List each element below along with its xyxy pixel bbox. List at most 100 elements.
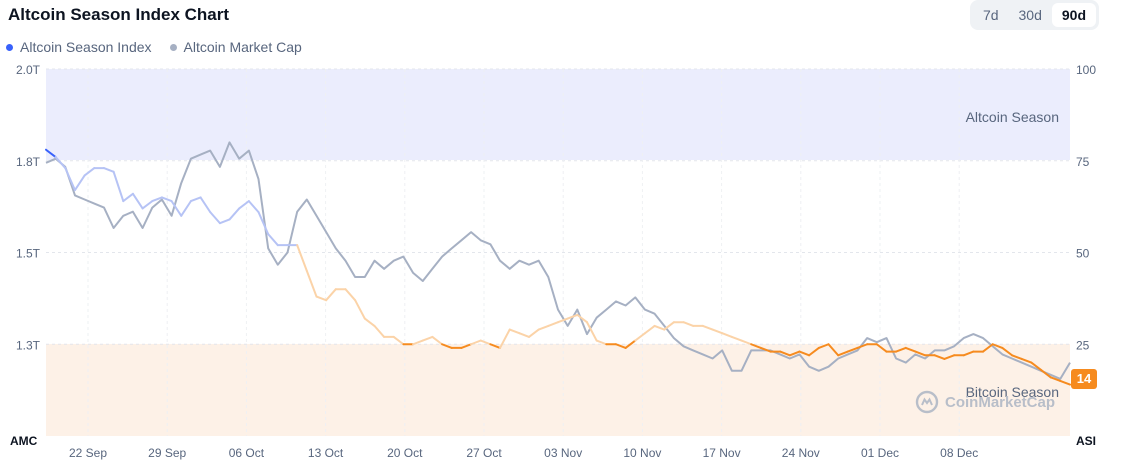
series-segment-index — [373, 324, 386, 338]
series-segment-index — [392, 335, 405, 346]
series-segment-index — [904, 346, 917, 353]
series-segment-index — [508, 328, 521, 335]
legend-dot-market-cap-icon — [169, 43, 177, 51]
series-segment-index — [247, 200, 260, 214]
x-tick-label: 29 Sep — [148, 446, 186, 460]
series-segment-index — [441, 343, 453, 349]
left-tick-label: 1.3T — [16, 338, 41, 352]
legend-label-index: Altcoin Season Index — [20, 39, 152, 55]
series-segment-index — [624, 339, 637, 349]
series-segment-index — [595, 339, 608, 346]
range-7d-button[interactable]: 7d — [982, 7, 999, 23]
series-segment-index — [817, 343, 830, 349]
chart-title: Altcoin Season Index Chart — [8, 5, 230, 24]
series-segment-index — [421, 335, 434, 342]
series-segment-index — [325, 288, 337, 302]
altcoin-season-zone — [46, 69, 1070, 160]
series-segment-index — [895, 346, 907, 353]
legend-item-index[interactable]: Altcoin Season Index — [6, 39, 152, 55]
series-segment-index — [460, 343, 473, 349]
left-tick-label: 1.5T — [16, 247, 41, 261]
series-segment-index — [682, 321, 695, 327]
series-segment-index — [363, 317, 376, 327]
series-segment-index — [122, 192, 134, 203]
altcoin-season-label: Altcoin Season — [966, 109, 1059, 125]
x-tick-label: 08 Dec — [940, 446, 978, 460]
right-tick-label: 100 — [1076, 63, 1096, 77]
series-segment-index — [1001, 346, 1014, 357]
series-segment-index — [779, 350, 791, 357]
series-segment-index — [701, 324, 714, 331]
coinmarketcap-logo-icon — [915, 390, 939, 414]
series-segment-index — [576, 313, 588, 324]
series-segment-index — [1059, 379, 1071, 386]
x-tick-label: 22 Sep — [69, 446, 107, 460]
x-tick-label: 06 Oct — [229, 446, 265, 460]
series-segment-index — [218, 218, 231, 225]
series-segment-index — [759, 346, 772, 353]
series-segment-index — [634, 332, 646, 342]
series-segment-index — [102, 167, 115, 173]
series-segment-index — [798, 350, 811, 357]
series-segment-index — [721, 332, 733, 338]
series-segment-index — [151, 196, 163, 203]
series-segment-index — [982, 343, 994, 353]
series-segment-index — [131, 192, 144, 210]
series-segment-index — [566, 313, 579, 320]
series-segment-index — [479, 339, 492, 346]
left-tick-label: 2.0T — [16, 63, 41, 77]
legend-dot-index-icon — [6, 43, 13, 51]
series-segment-index — [585, 321, 598, 342]
left-axis-label: AMC — [10, 434, 38, 448]
series-segment-index — [750, 343, 762, 349]
series-segment-index — [653, 324, 666, 331]
series-segment-index — [740, 339, 753, 346]
right-tick-label: 25 — [1076, 338, 1090, 352]
range-selector: 7d 30d 90d — [969, 0, 1099, 30]
series-segment-index — [412, 339, 424, 346]
left-tick-label: 1.8T — [16, 155, 41, 169]
range-90d-button[interactable]: 90d — [1051, 3, 1096, 27]
series-segment-index — [808, 346, 820, 357]
series-segment-index — [499, 328, 511, 349]
series-segment-index — [228, 207, 241, 221]
series-segment-index — [54, 156, 67, 170]
series-segment-index — [141, 200, 154, 210]
series-segment-index — [856, 343, 869, 349]
x-tick-label: 03 Nov — [544, 446, 582, 460]
watermark: CoinMarketCap — [915, 390, 1055, 414]
series-segment-index — [643, 324, 656, 335]
series-segment-index — [943, 354, 956, 360]
series-segment-index — [170, 200, 183, 217]
series-segment-index — [837, 350, 849, 357]
right-tick-label: 50 — [1076, 247, 1090, 261]
range-30d-button[interactable]: 30d — [1018, 7, 1042, 23]
series-segment-index — [45, 148, 57, 159]
series-segment-index — [305, 269, 318, 298]
legend-item-market-cap[interactable]: Altcoin Market Cap — [169, 39, 302, 55]
series-line-market-cap — [45, 141, 1071, 380]
x-tick-label: 27 Oct — [466, 446, 502, 460]
series-segment-index — [73, 174, 86, 192]
x-tick-label: 17 Nov — [703, 446, 741, 460]
legend: Altcoin Season Index Altcoin Market Cap — [6, 39, 302, 55]
series-segment-index — [827, 343, 840, 357]
series-segment-index — [528, 328, 540, 338]
series-segment-index — [238, 200, 250, 210]
series-segment-index — [663, 321, 675, 331]
series-segment-index — [296, 244, 308, 272]
series-segment-index — [962, 350, 975, 357]
series-segment-index — [83, 167, 96, 177]
series-segment-index — [991, 343, 1004, 349]
series-segment-index — [914, 350, 927, 357]
series-segment-index — [470, 339, 482, 346]
x-tick-label: 01 Dec — [861, 446, 899, 460]
series-segment-index — [189, 196, 202, 203]
x-tick-label: 24 Nov — [782, 446, 820, 460]
series-segment-index — [547, 321, 559, 327]
series-segment-index — [1020, 357, 1033, 364]
x-tick-label: 13 Oct — [308, 446, 344, 460]
series-segment-index — [537, 324, 550, 331]
series-segment-index — [875, 343, 888, 353]
